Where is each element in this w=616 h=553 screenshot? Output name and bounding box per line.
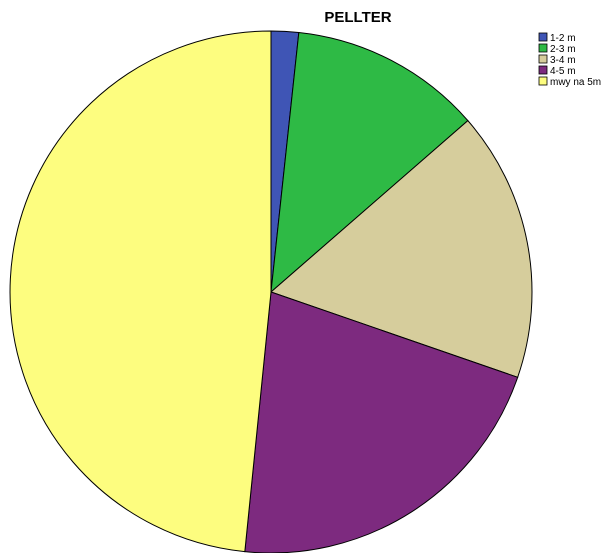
pie-slice-3-4-m	[270, 119, 533, 378]
pie-slice-2-3-m	[270, 31, 469, 294]
legend-label: 4-5 m	[550, 66, 576, 77]
pie-slices	[9, 30, 533, 553]
legend-swatch	[538, 43, 548, 53]
legend-label: mwy na 5m	[550, 77, 601, 88]
legend-swatch	[538, 65, 548, 75]
legend-label: 3-4 m	[550, 55, 576, 66]
chart-title: PELLTER	[324, 9, 391, 26]
legend-label: 2-3 m	[550, 44, 576, 55]
legend-label: 1-2 m	[550, 33, 576, 44]
legend-swatch	[538, 76, 548, 86]
legend-swatch	[538, 32, 548, 42]
legend-swatch	[538, 54, 548, 64]
pie-slice-mwy-na-5m	[9, 30, 272, 553]
